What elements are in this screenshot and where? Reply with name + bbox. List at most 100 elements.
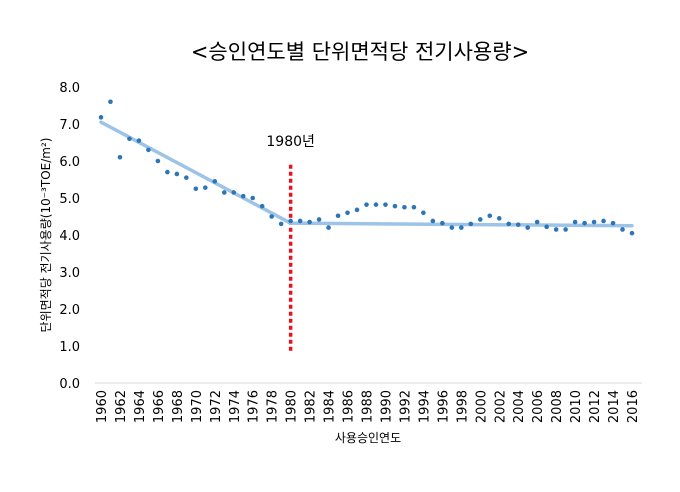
data-point — [430, 218, 436, 224]
annotation-label: 1980년 — [266, 134, 315, 150]
x-tick-label: 1968 — [171, 390, 186, 423]
x-tick-label: 1996 — [436, 390, 451, 423]
chart-title: <승인연도별 단위면적당 전기사용량> — [191, 40, 529, 64]
y-tick-label: 1.0 — [59, 340, 80, 355]
trend-line — [99, 120, 634, 228]
data-point — [629, 230, 635, 236]
x-tick-label: 2014 — [607, 390, 622, 423]
x-tick-label: 2016 — [626, 390, 641, 423]
x-tick-label: 1984 — [323, 390, 338, 423]
data-point — [117, 155, 123, 160]
data-point — [459, 225, 464, 230]
x-tick-label: 2006 — [531, 390, 546, 423]
x-tick-label: 1982 — [304, 390, 319, 423]
data-point — [231, 190, 237, 195]
x-tick-label: 2012 — [588, 390, 603, 423]
data-point — [259, 203, 265, 209]
data-point — [411, 204, 417, 210]
y-tick-label: 7.0 — [59, 118, 80, 133]
y-axis-label: 단위면적당 전기사용량(10⁻³TOE/m²) — [39, 138, 53, 333]
x-tick-label: 1960 — [95, 390, 110, 423]
data-point — [288, 218, 293, 224]
data-point — [440, 220, 445, 226]
data-point — [402, 204, 407, 210]
x-tick-label: 1986 — [342, 390, 357, 423]
data-point — [354, 207, 360, 213]
data-point — [155, 158, 161, 164]
x-tick-label: 1980 — [285, 390, 300, 423]
data-point — [468, 221, 474, 227]
data-point — [383, 202, 388, 207]
data-point — [203, 185, 208, 190]
data-point — [591, 219, 597, 225]
x-tick-label: 2002 — [493, 390, 508, 423]
x-tick-label: 1970 — [190, 390, 205, 423]
data-point — [449, 225, 455, 230]
data-point — [582, 220, 587, 226]
data-point — [184, 175, 189, 180]
x-axis-label: 사용승인연도 — [335, 431, 401, 445]
x-tick-label: 1966 — [152, 390, 167, 423]
x-tick-label: 1962 — [114, 390, 129, 423]
data-point — [108, 99, 113, 105]
y-tick-label: 6.0 — [59, 155, 80, 170]
y-tick-label: 2.0 — [59, 303, 80, 318]
data-point — [487, 213, 493, 219]
data-point — [165, 169, 170, 175]
x-tick-label: 2010 — [569, 390, 584, 423]
x-tick-label: 1976 — [247, 390, 262, 423]
x-tick-label: 1990 — [379, 390, 394, 423]
data-point — [610, 220, 616, 226]
data-point — [269, 214, 274, 219]
x-tick-label: 1974 — [228, 390, 243, 423]
y-tick-label: 5.0 — [59, 192, 80, 207]
x-tick-label: 2008 — [550, 390, 565, 423]
data-point — [515, 222, 521, 227]
data-point — [136, 138, 142, 143]
x-tick-label: 1972 — [209, 390, 224, 423]
data-point — [193, 186, 199, 192]
x-tick-label: 1988 — [361, 390, 376, 423]
x-tick-label: 2000 — [474, 390, 489, 423]
data-point — [316, 217, 322, 222]
x-tick-label: 1978 — [266, 390, 281, 423]
data-point — [563, 227, 568, 232]
data-point — [98, 115, 104, 120]
x-tick-label: 1998 — [455, 390, 470, 423]
data-point — [392, 203, 398, 209]
data-point — [506, 221, 512, 227]
data-point — [544, 224, 549, 230]
data-point — [250, 195, 256, 201]
data-point — [174, 171, 180, 177]
data-point — [221, 190, 227, 195]
data-point — [297, 218, 303, 224]
data-point — [364, 202, 369, 207]
x-tick-label: 1964 — [133, 390, 148, 423]
data-point — [345, 210, 350, 216]
y-tick-label: 3.0 — [59, 266, 80, 281]
data-point — [146, 147, 151, 153]
data-point — [525, 225, 530, 230]
data-point — [326, 225, 331, 230]
data-point — [127, 136, 132, 142]
data-point — [307, 219, 312, 225]
data-point — [373, 202, 379, 207]
x-tick-label: 1992 — [398, 390, 413, 423]
x-tick-label: 2004 — [512, 390, 527, 423]
data-point — [496, 216, 502, 221]
data-point — [278, 221, 284, 227]
data-point — [620, 227, 625, 232]
data-point — [212, 179, 218, 184]
y-tick-label: 8.0 — [59, 81, 80, 96]
data-point — [572, 219, 578, 225]
x-tick-label: 1994 — [417, 390, 432, 423]
y-tick-label: 4.0 — [59, 229, 80, 244]
data-point — [477, 217, 483, 222]
data-point — [534, 219, 540, 225]
data-point — [335, 213, 341, 219]
data-point — [421, 210, 426, 216]
data-point — [240, 193, 246, 199]
data-point — [601, 218, 606, 224]
data-point — [553, 227, 559, 232]
